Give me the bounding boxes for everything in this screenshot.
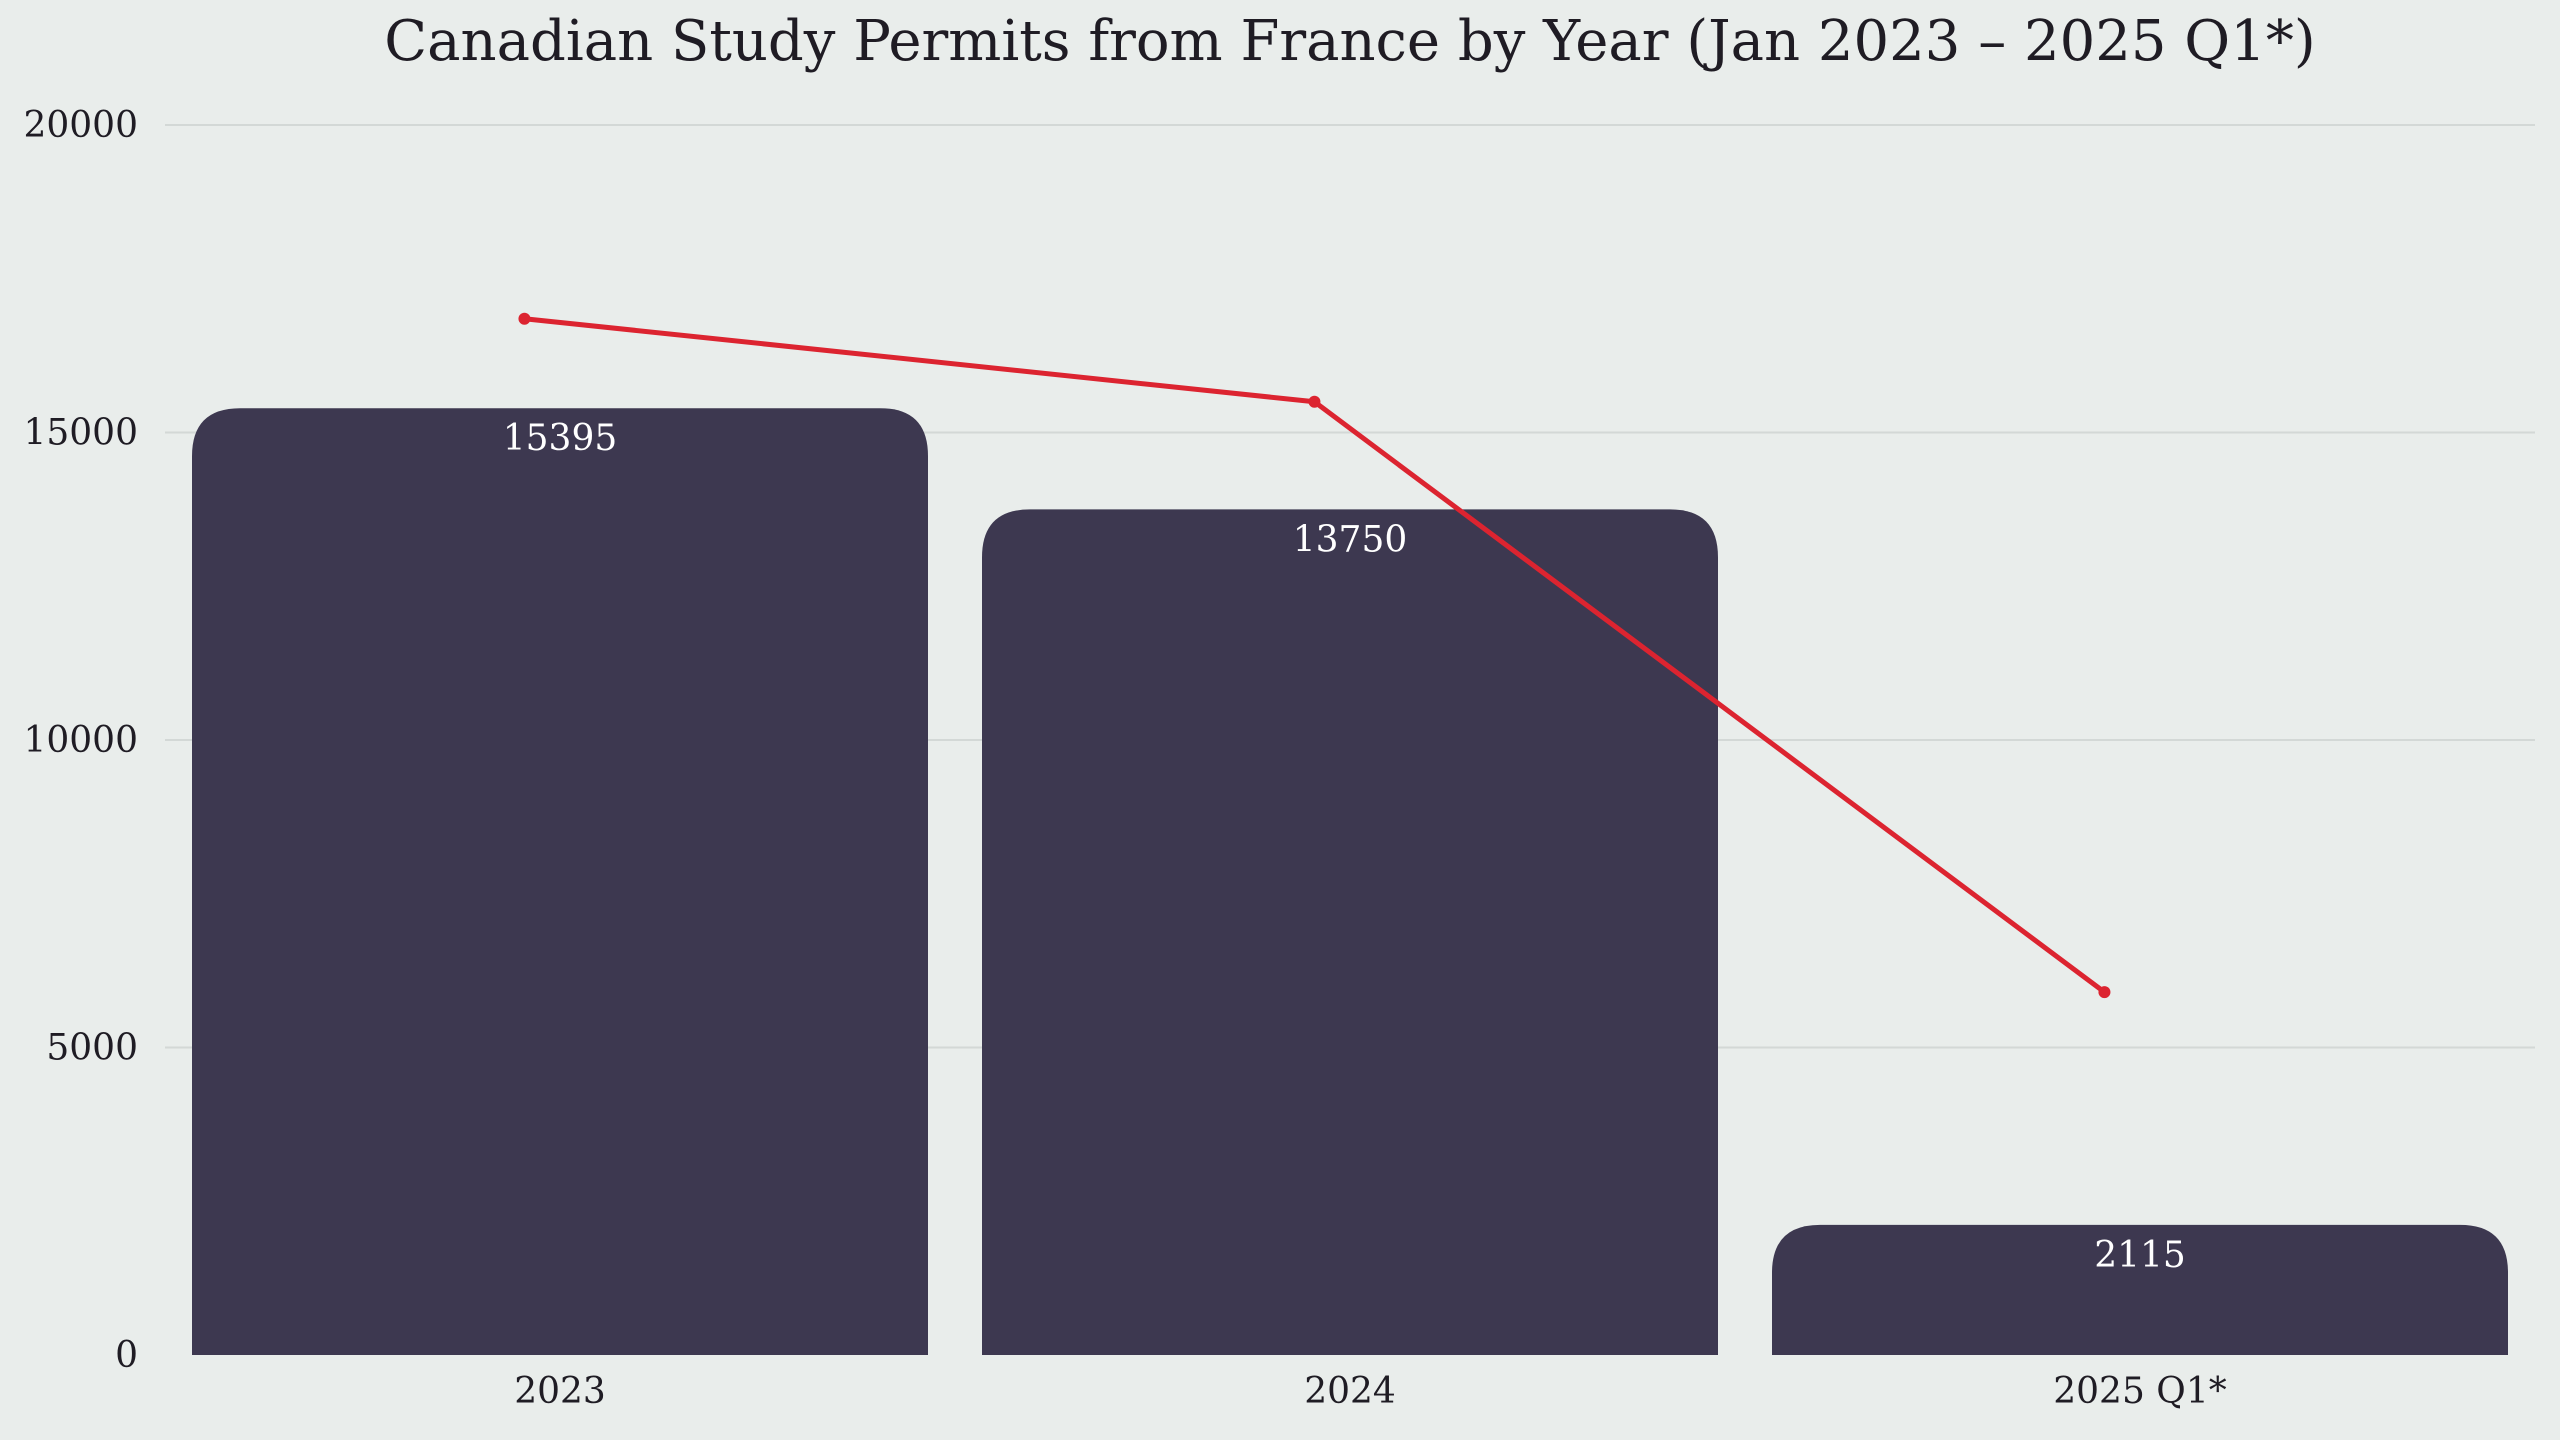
- x-tick-label: 2024: [1304, 1371, 1396, 1412]
- bar-data-label: 15395: [503, 418, 618, 459]
- trend-line-point: [1308, 395, 1321, 408]
- data-labels: 15395 13750 2115: [503, 418, 2186, 1276]
- trend-line: [518, 312, 2111, 999]
- bar-data-label: 2115: [2094, 1235, 2186, 1276]
- bar-2023: [192, 408, 928, 1355]
- bars: [192, 408, 2508, 1355]
- trend-line-point: [2098, 986, 2111, 999]
- x-tick-label: 2025 Q1*: [2053, 1371, 2226, 1412]
- y-tick-label: 15000: [23, 413, 138, 454]
- y-axis-ticks: 0 5000 10000 15000 20000: [23, 105, 138, 1376]
- bar-2025-q1-: [1772, 1224, 2508, 1355]
- x-tick-label: 2023: [514, 1371, 606, 1412]
- y-tick-label: 10000: [23, 720, 138, 761]
- y-tick-label: 5000: [46, 1028, 138, 1069]
- y-tick-label: 0: [115, 1335, 138, 1376]
- bar-data-label: 13750: [1293, 519, 1408, 560]
- chart-title: Canadian Study Permits from France by Ye…: [384, 9, 2315, 74]
- bar-2024: [982, 509, 1718, 1355]
- x-axis-ticks: 2023 2024 2025 Q1*: [514, 1371, 2227, 1412]
- y-tick-label: 20000: [23, 105, 138, 146]
- trend-line-point: [518, 312, 531, 325]
